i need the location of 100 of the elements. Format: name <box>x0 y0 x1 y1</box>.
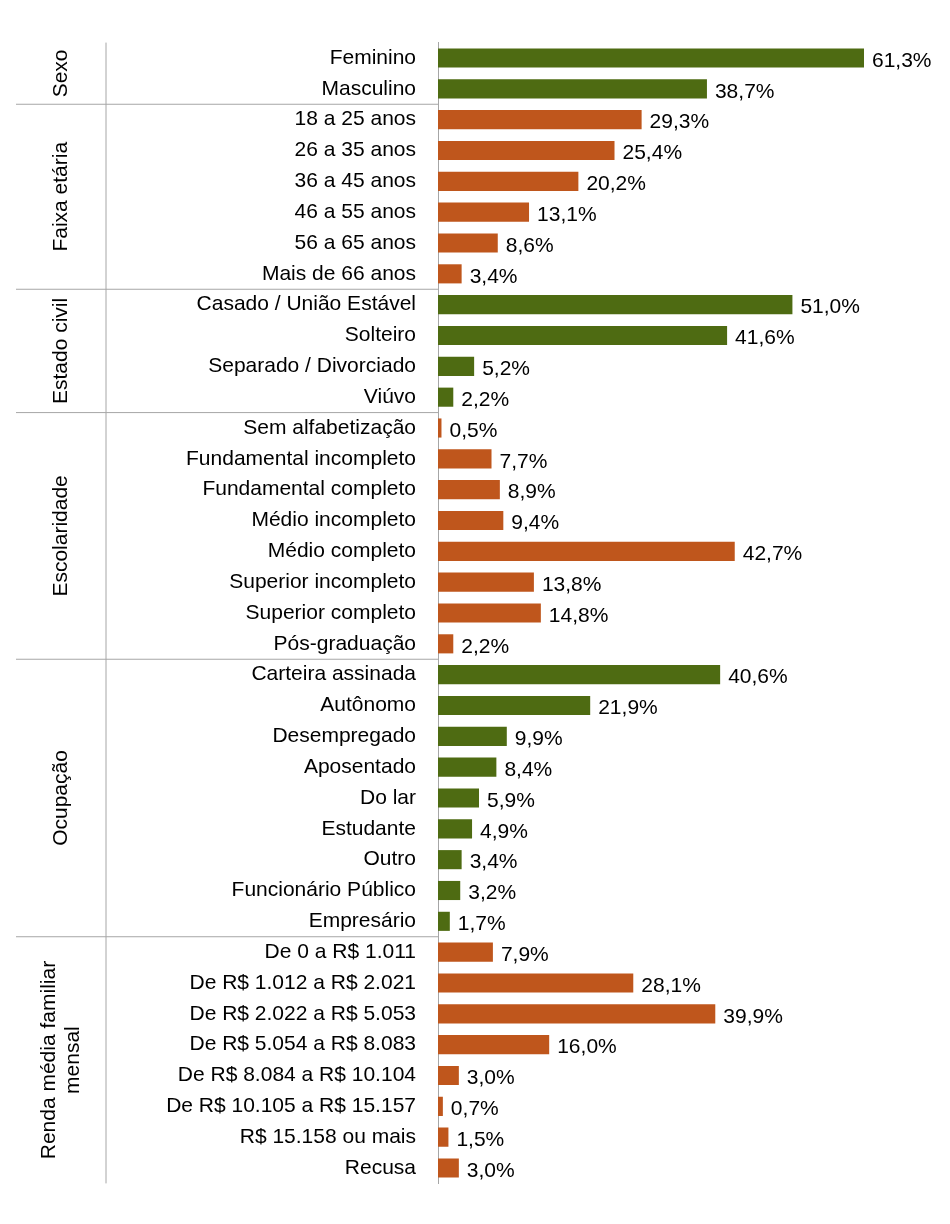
y-tick-label: Superior completo <box>245 599 416 623</box>
data-label: 2,2% <box>461 633 510 657</box>
bar <box>438 541 735 561</box>
data-label: 1,7% <box>457 911 506 935</box>
bar <box>438 603 541 623</box>
bar <box>438 202 530 222</box>
bar <box>438 1065 459 1086</box>
y-tick-label: R$ 15.158 ou mais <box>239 1123 416 1147</box>
bar <box>438 418 442 438</box>
bar <box>438 295 793 315</box>
bar <box>438 880 461 901</box>
text: Faixa etária <box>47 141 71 252</box>
data-label: 4,9% <box>480 818 528 842</box>
bar <box>438 1035 550 1055</box>
bar <box>438 325 728 346</box>
y-tick-label: De R$ 5.054 a R$ 8.083 <box>189 1031 416 1055</box>
y-tick-label: 46 a 55 anos <box>294 198 416 222</box>
data-label: 14,8% <box>548 602 609 626</box>
y-tick-label: 36 a 45 anos <box>294 168 416 192</box>
y-tick-label: Do lar <box>359 784 416 808</box>
y-tick-label: Médio incompleto <box>251 507 416 531</box>
y-tick-label: Carteira assinada <box>251 661 417 685</box>
bar <box>438 480 500 500</box>
text: Escolaridade <box>47 475 71 597</box>
y-tick-label: Aposentado <box>303 753 416 777</box>
bar <box>438 1096 443 1116</box>
data-label: 20,2% <box>586 171 646 195</box>
y-tick-label: Separado / Divorciado <box>208 353 416 377</box>
bar <box>438 264 462 284</box>
data-label: 7,7% <box>499 448 548 472</box>
data-label: 9,4% <box>511 510 560 534</box>
data-label: 3,2% <box>468 880 517 904</box>
data-label: 13,1% <box>537 201 597 225</box>
y-tick-label: 18 a 25 anos <box>294 106 416 130</box>
data-label: 28,1% <box>641 972 701 996</box>
data-label: 3,4% <box>469 849 518 873</box>
text: Ocupação <box>47 750 71 846</box>
bar <box>438 757 497 777</box>
y-tick-label: Pós-graduação <box>273 630 416 654</box>
y-tick-label: Empresário <box>308 908 416 932</box>
bar <box>438 79 707 99</box>
y-tick-label: Solteiro <box>344 322 416 346</box>
bar <box>438 48 864 68</box>
bar <box>438 973 634 993</box>
bar <box>438 788 479 808</box>
data-label: 3,0% <box>466 1065 515 1089</box>
bar <box>438 449 492 469</box>
data-label: 29,3% <box>649 109 710 133</box>
data-label: 1,5% <box>456 1126 505 1150</box>
y-tick-label: 56 a 65 anos <box>294 229 416 253</box>
y-tick-label: Recusa <box>344 1154 417 1178</box>
y-tick-label: 26 a 35 anos <box>294 137 416 161</box>
data-label: 61,3% <box>872 47 932 71</box>
data-label: 13,8% <box>541 571 602 595</box>
data-label: 40,6% <box>728 664 788 688</box>
bar <box>438 233 498 253</box>
bar <box>438 1158 459 1178</box>
bar <box>438 819 473 839</box>
y-tick-label: De 0 a R$ 1.011 <box>264 938 416 962</box>
y-tick-label: Viúvo <box>363 383 416 407</box>
data-label: 25,4% <box>622 140 683 164</box>
data-label: 5,9% <box>487 787 535 811</box>
bar <box>438 695 591 716</box>
bar <box>438 634 454 654</box>
data-label: 0,5% <box>449 417 498 441</box>
data-label: 8,4% <box>504 756 553 780</box>
y-tick-label: Sem alfabetização <box>243 414 416 438</box>
bar <box>438 911 450 931</box>
y-tick-label: Funcionário Público <box>231 877 416 901</box>
data-label: 0,7% <box>450 1096 499 1120</box>
y-tick-label: De R$ 1.012 a R$ 2.021 <box>189 969 416 993</box>
y-tick-label: Feminino <box>329 44 416 68</box>
data-label: 7,9% <box>500 941 549 965</box>
bar <box>438 110 642 130</box>
data-label: 8,9% <box>507 479 556 503</box>
y-tick-label: Fundamental completo <box>202 476 416 500</box>
y-tick-label: Mais de 66 anos <box>261 260 416 284</box>
data-label: 5,2% <box>482 356 531 380</box>
bar <box>438 140 615 161</box>
text: Sexo <box>47 49 71 98</box>
bar <box>438 850 462 870</box>
y-tick-label: Masculino <box>321 75 416 99</box>
data-label: 9,9% <box>514 726 563 750</box>
text: Estado civil <box>47 297 71 405</box>
data-label: 39,9% <box>723 1003 783 1027</box>
data-label: 3,0% <box>466 1157 515 1181</box>
data-label: 16,0% <box>557 1034 617 1058</box>
y-tick-label: Autônomo <box>320 692 416 716</box>
y-tick-label: Fundamental incompleto <box>186 445 416 469</box>
bar <box>438 726 507 746</box>
y-tick-label: De R$ 10.105 a R$ 15.157 <box>166 1093 416 1117</box>
data-label: 42,7% <box>742 541 803 565</box>
bar <box>438 510 504 531</box>
bar <box>438 356 475 376</box>
bar <box>438 1127 449 1147</box>
bar <box>438 572 534 592</box>
data-label: 51,0% <box>800 294 860 318</box>
text: Renda média familiar mensal <box>35 960 83 1160</box>
data-label: 38,7% <box>714 78 775 102</box>
data-label: 3,4% <box>469 263 518 287</box>
